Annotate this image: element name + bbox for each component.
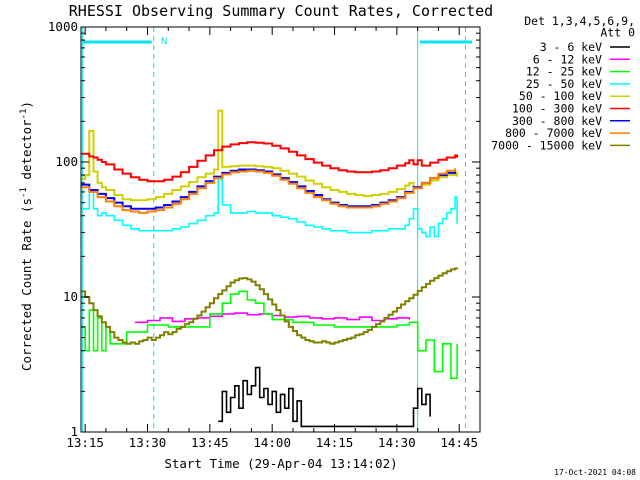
x-tick-label-0: 13:15 [66, 435, 104, 450]
x-tick-label-3: 14:00 [253, 435, 291, 450]
series-line-4 [81, 109, 459, 202]
series-line-5 [81, 141, 459, 183]
legend-entry-label-4: 50 - 100 keV [519, 89, 602, 103]
chart-title: RHESSI Observing Summary Count Rates, Co… [69, 2, 493, 20]
x-tick-label-6: 14:45 [440, 435, 478, 450]
y-axis-label-mid: detector [19, 119, 34, 187]
y-axis-label-sup1: -1 [19, 187, 29, 198]
y-axis-label: Corrected Count Rate (s-1 detector-1) [19, 101, 34, 371]
x-tick-label-1: 13:30 [129, 435, 167, 450]
legend-header-line-1: Att 0 [600, 26, 635, 40]
x-tick-label-4: 14:15 [316, 435, 354, 450]
y-tick-label-1: 10 [63, 289, 78, 304]
legend-entry-label-2: 12 - 25 keV [526, 65, 602, 79]
y-tick-label-0: 1 [70, 424, 78, 439]
legend-entry-label-7: 800 - 7000 keV [505, 126, 602, 140]
legend-entry-label-0: 3 - 6 keV [540, 40, 602, 54]
x-tick-label-2: 13:45 [191, 435, 229, 450]
legend-entry-label-5: 100 - 300 keV [512, 102, 602, 116]
plot-frame [80, 26, 481, 433]
legend-entry-label-6: 300 - 800 keV [512, 114, 602, 128]
x-tick-label-5: 14:30 [378, 435, 416, 450]
legend-entry-label-3: 25 - 50 keV [526, 77, 602, 91]
legend-entry-label-1: 6 - 12 keV [533, 52, 602, 66]
series-line-7 [81, 168, 457, 214]
y-axis-label-main: Corrected Count Rate (s [19, 198, 34, 371]
axes: 13:15 13:30 13:45 14:00 14:15 14:30 14:45 1 10 10… [48, 19, 481, 450]
generation-timestamp: 17-Oct-2021 04:08 [554, 468, 636, 477]
y-axis-label-end: ) [19, 101, 34, 109]
x-axis-label: Start Time (29-Apr-04 13:14:02) [164, 456, 397, 471]
attenuator-marker-label: N [161, 37, 168, 47]
series-line-0 [218, 366, 431, 428]
legend-entry-label-8: 7000 - 15000 keV [491, 138, 602, 152]
y-tick-label-3: 1000 [48, 19, 78, 34]
y-tick-label-2: 100 [55, 154, 78, 169]
series-line-8 [81, 267, 459, 345]
series-line-2 [81, 290, 458, 380]
series-line-3 [81, 178, 458, 238]
legend-header-line-0: Det 1,3,4,5,6,9, [524, 14, 635, 28]
series-lines [81, 109, 459, 428]
y-axis-label-sup2: -1 [19, 109, 29, 120]
